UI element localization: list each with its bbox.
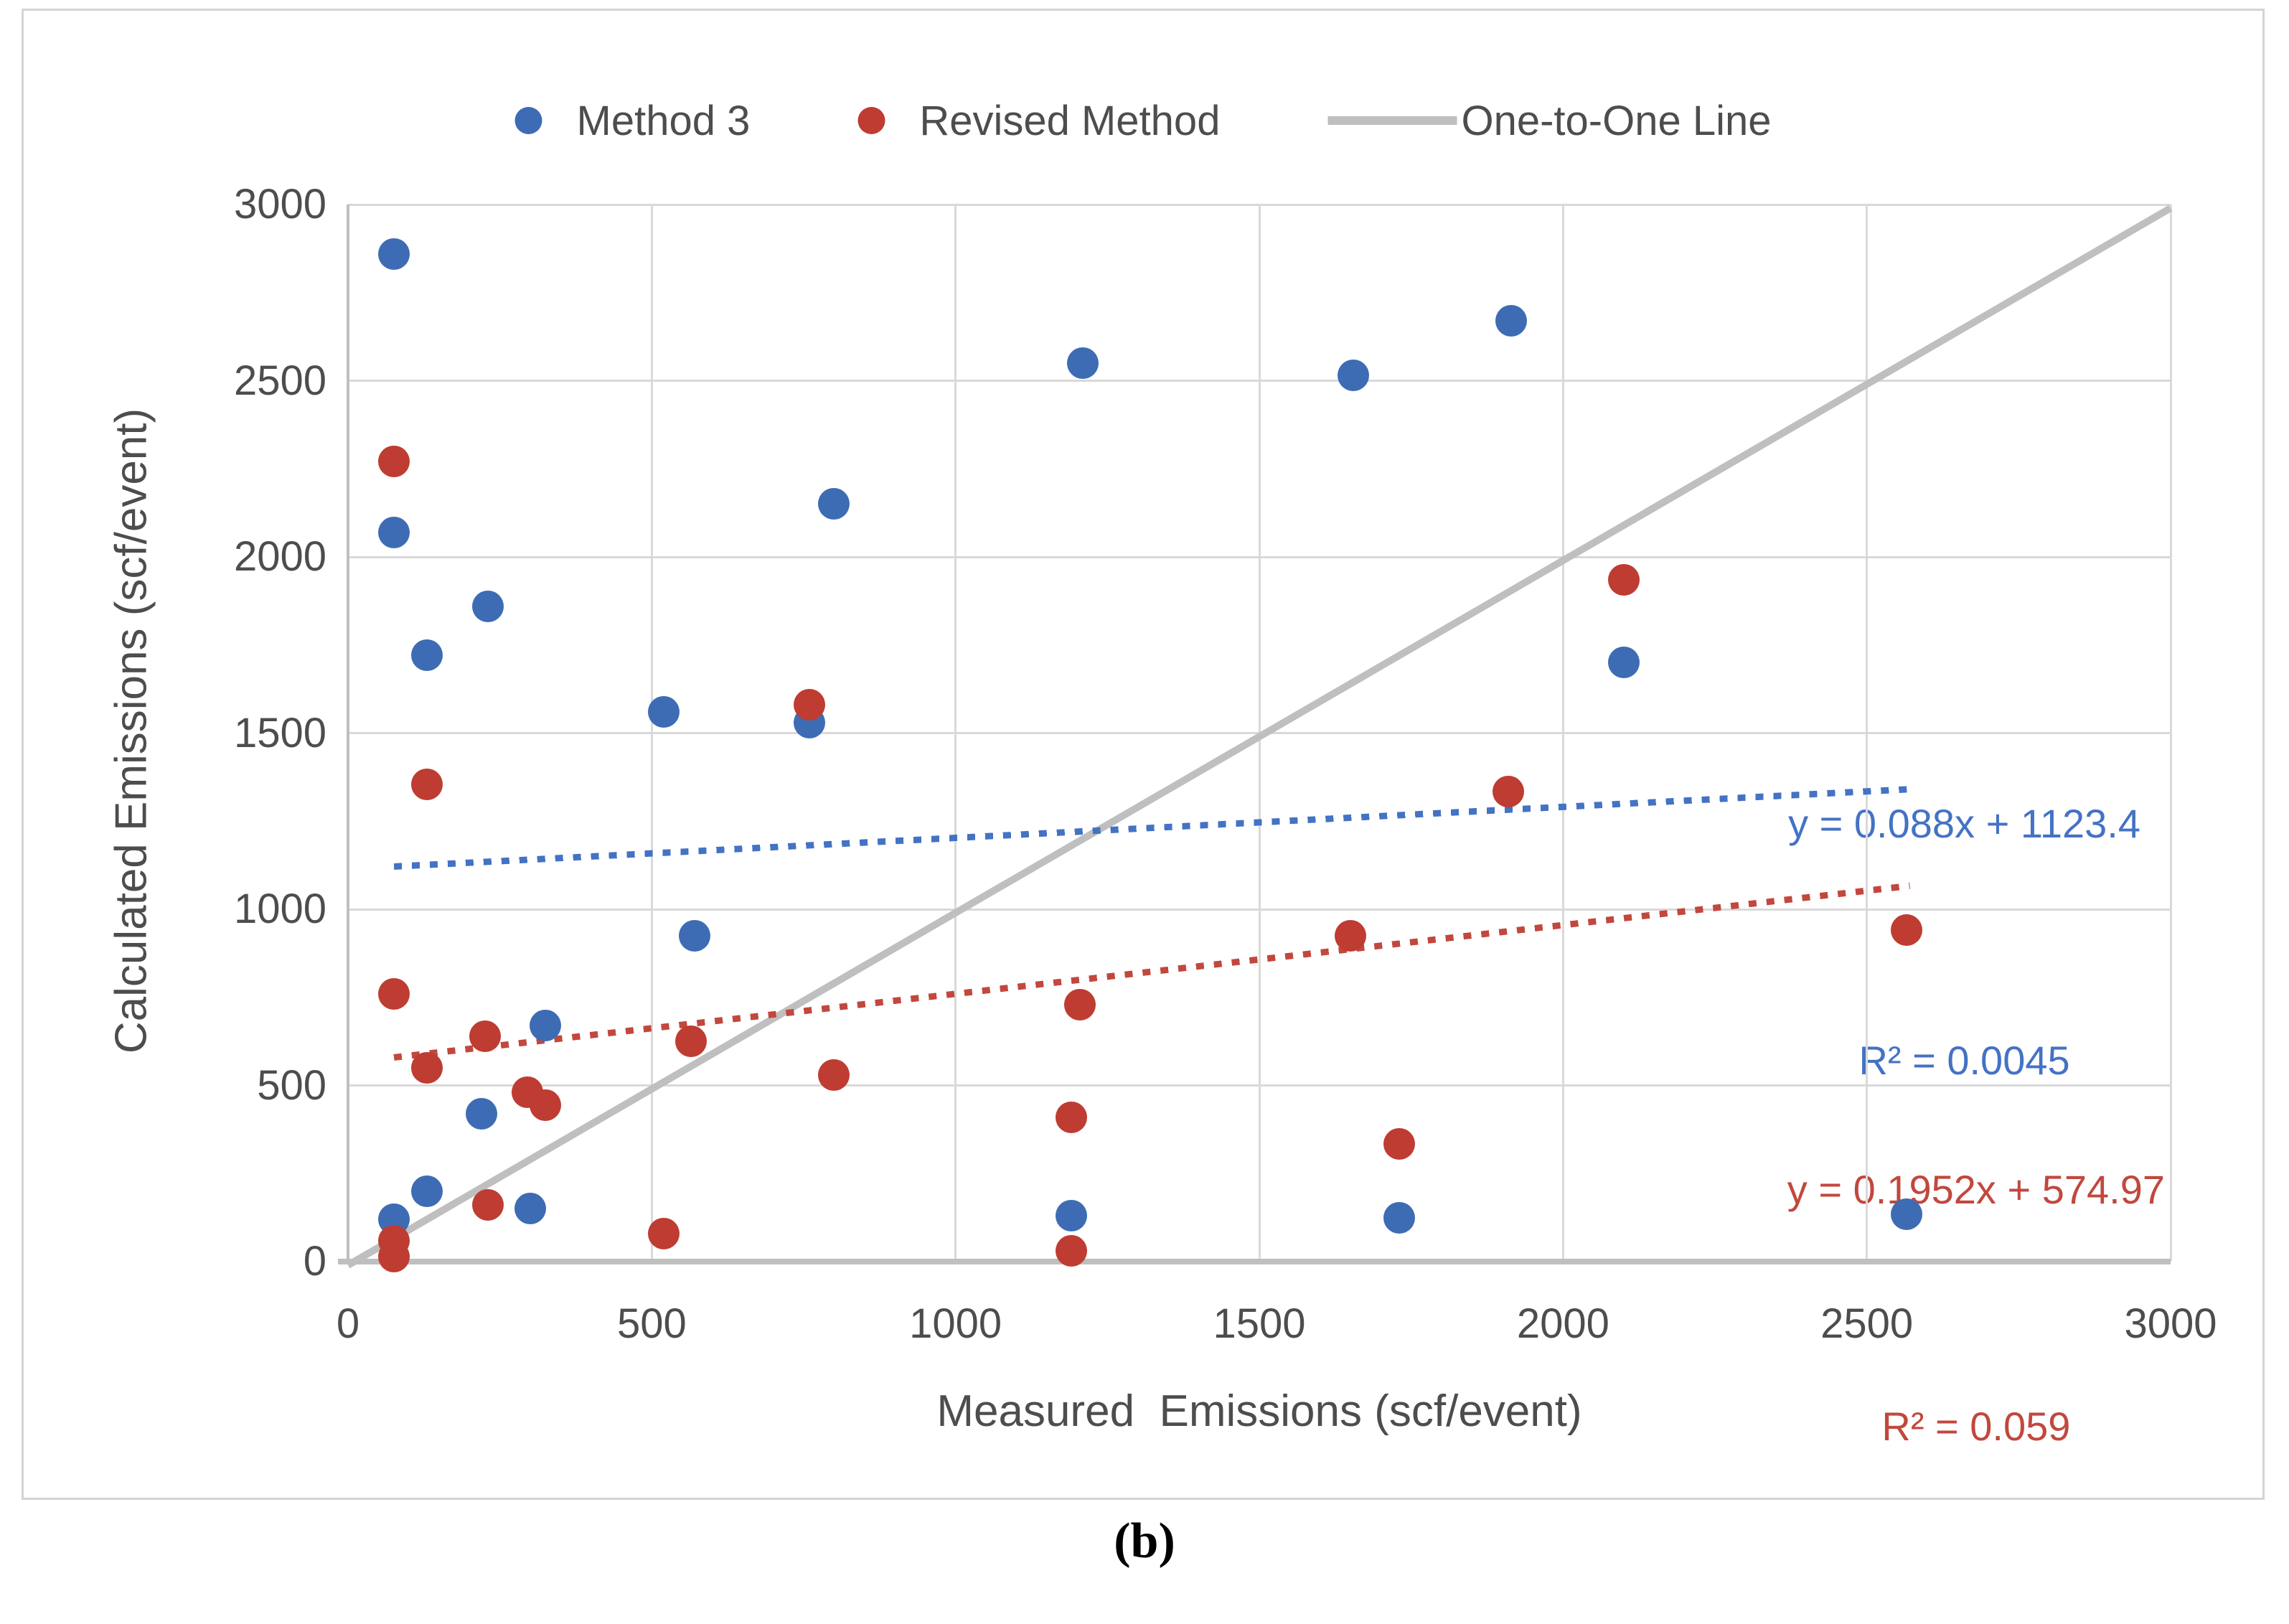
- method3-equation-text: y = 0.088x + 1123.4: [1788, 801, 2140, 846]
- revised-method-data-point: [1890, 914, 1922, 947]
- method3-data-point: [1495, 305, 1528, 337]
- one-to-one-line-legend-marker-icon: [1327, 116, 1457, 125]
- y-tick-label: 1500: [233, 709, 326, 756]
- method3-data-point: [1608, 647, 1640, 679]
- plot-area: y = 0.088x + 1123.4 R² = 0.0045 y = 0.19…: [234, 181, 2217, 1449]
- y-tick-label: 3000: [233, 181, 326, 227]
- y-axis-title: Calculated Emissions (scf/event): [106, 408, 156, 1054]
- revised-method-data-point: [648, 1217, 680, 1249]
- revised-method-data-point: [471, 1189, 504, 1221]
- legend-item-one-to-one-line: One-to-One Line: [1327, 97, 1771, 145]
- legend-label-revised-method: Revised Method: [919, 97, 1221, 144]
- revised-method-trendline-equation: y = 0.1952x + 574.97 R² = 0.059: [1787, 992, 2165, 1624]
- revised-method-data-point: [1055, 1235, 1087, 1267]
- y-gridline: [348, 732, 2171, 734]
- revised-method-data-point: [1335, 919, 1366, 952]
- y-tick-label: 1000: [233, 886, 326, 932]
- method3-data-point: [377, 516, 410, 548]
- revised-method-equation-text: y = 0.1952x + 574.97: [1787, 1167, 2165, 1212]
- y-tick-label: 0: [303, 1238, 326, 1285]
- revised-method-data-point: [1055, 1101, 1087, 1133]
- method3-data-point: [1067, 347, 1099, 379]
- x-tick-label: 1500: [1213, 1300, 1306, 1347]
- method3-data-point: [648, 696, 680, 728]
- revised-method-data-point: [1493, 775, 1525, 807]
- x-tick-label: 2000: [1516, 1300, 1609, 1347]
- method3-data-point: [471, 590, 504, 622]
- y-gridline: [348, 908, 2171, 911]
- x-axis-line: [338, 1259, 2171, 1264]
- y-gridline: [348, 1084, 2171, 1086]
- figure-frame: Method 3 Revised Method One-to-One Line …: [22, 9, 2265, 1500]
- y-gridline: [348, 380, 2171, 382]
- revised-method-data-point: [1608, 563, 1640, 596]
- y-gridline: [348, 203, 2171, 206]
- legend-label-method3: Method 3: [576, 97, 751, 144]
- method3-data-point: [530, 1010, 562, 1042]
- x-tick-label: 500: [616, 1300, 687, 1347]
- revised-method-data-point: [1383, 1127, 1415, 1160]
- revised-method-data-point: [1064, 988, 1096, 1020]
- y-tick-label: 2000: [233, 533, 326, 580]
- revised-method-data-point: [377, 446, 410, 478]
- method3-data-point: [411, 1175, 443, 1207]
- revised-method-data-point: [377, 1240, 410, 1272]
- revised-method-data-point: [377, 977, 410, 1010]
- legend-item-method3: Method 3: [514, 97, 751, 145]
- revised-method-data-point: [469, 1020, 501, 1052]
- x-tick-label: 1000: [909, 1300, 1002, 1347]
- x-tick-label: 2500: [1820, 1300, 1914, 1347]
- method3-data-point: [411, 639, 443, 672]
- revised-method-data-point: [675, 1025, 708, 1058]
- method3-data-point: [818, 488, 850, 520]
- method3-r-squared-text: R² = 0.0045: [1858, 1038, 2070, 1083]
- method3-data-point: [1890, 1198, 1922, 1230]
- method3-data-point: [1055, 1200, 1087, 1232]
- revised-method-data-point: [411, 768, 443, 800]
- x-axis-title: Measured Emissions (scf/event): [936, 1386, 1582, 1436]
- legend-label-one-to-one-line: One-to-One Line: [1461, 97, 1772, 144]
- revised-method-legend-marker-icon: [857, 107, 885, 134]
- revised-method-data-point: [411, 1051, 443, 1084]
- figure-caption: (b): [1114, 1513, 1175, 1569]
- method3-data-point: [1338, 360, 1370, 392]
- legend-item-revised-method: Revised Method: [857, 97, 1220, 145]
- method3-data-point: [466, 1097, 498, 1130]
- revised-method-r-squared-text: R² = 0.059: [1881, 1404, 2071, 1449]
- y-axis-line: [347, 205, 349, 1262]
- y-gridline: [348, 555, 2171, 558]
- method3-data-point: [678, 919, 710, 952]
- method3-data-point: [514, 1193, 546, 1225]
- y-tick-label: 500: [257, 1061, 326, 1109]
- y-tick-label: 2500: [233, 357, 326, 404]
- x-tick-label: 0: [336, 1300, 360, 1347]
- method3-legend-marker-icon: [514, 107, 542, 134]
- x-gridline: [2169, 205, 2172, 1262]
- revised-method-data-point: [530, 1089, 562, 1121]
- method3-trendline-equation: y = 0.088x + 1123.4 R² = 0.0045: [1788, 626, 2140, 1258]
- revised-method-data-point: [818, 1059, 850, 1091]
- method3-data-point: [1383, 1201, 1415, 1234]
- revised-method-data-point: [794, 689, 826, 721]
- method3-data-point: [377, 238, 410, 270]
- chart-legend: Method 3 Revised Method One-to-One Line: [514, 88, 1771, 153]
- x-tick-label: 3000: [2124, 1300, 2217, 1347]
